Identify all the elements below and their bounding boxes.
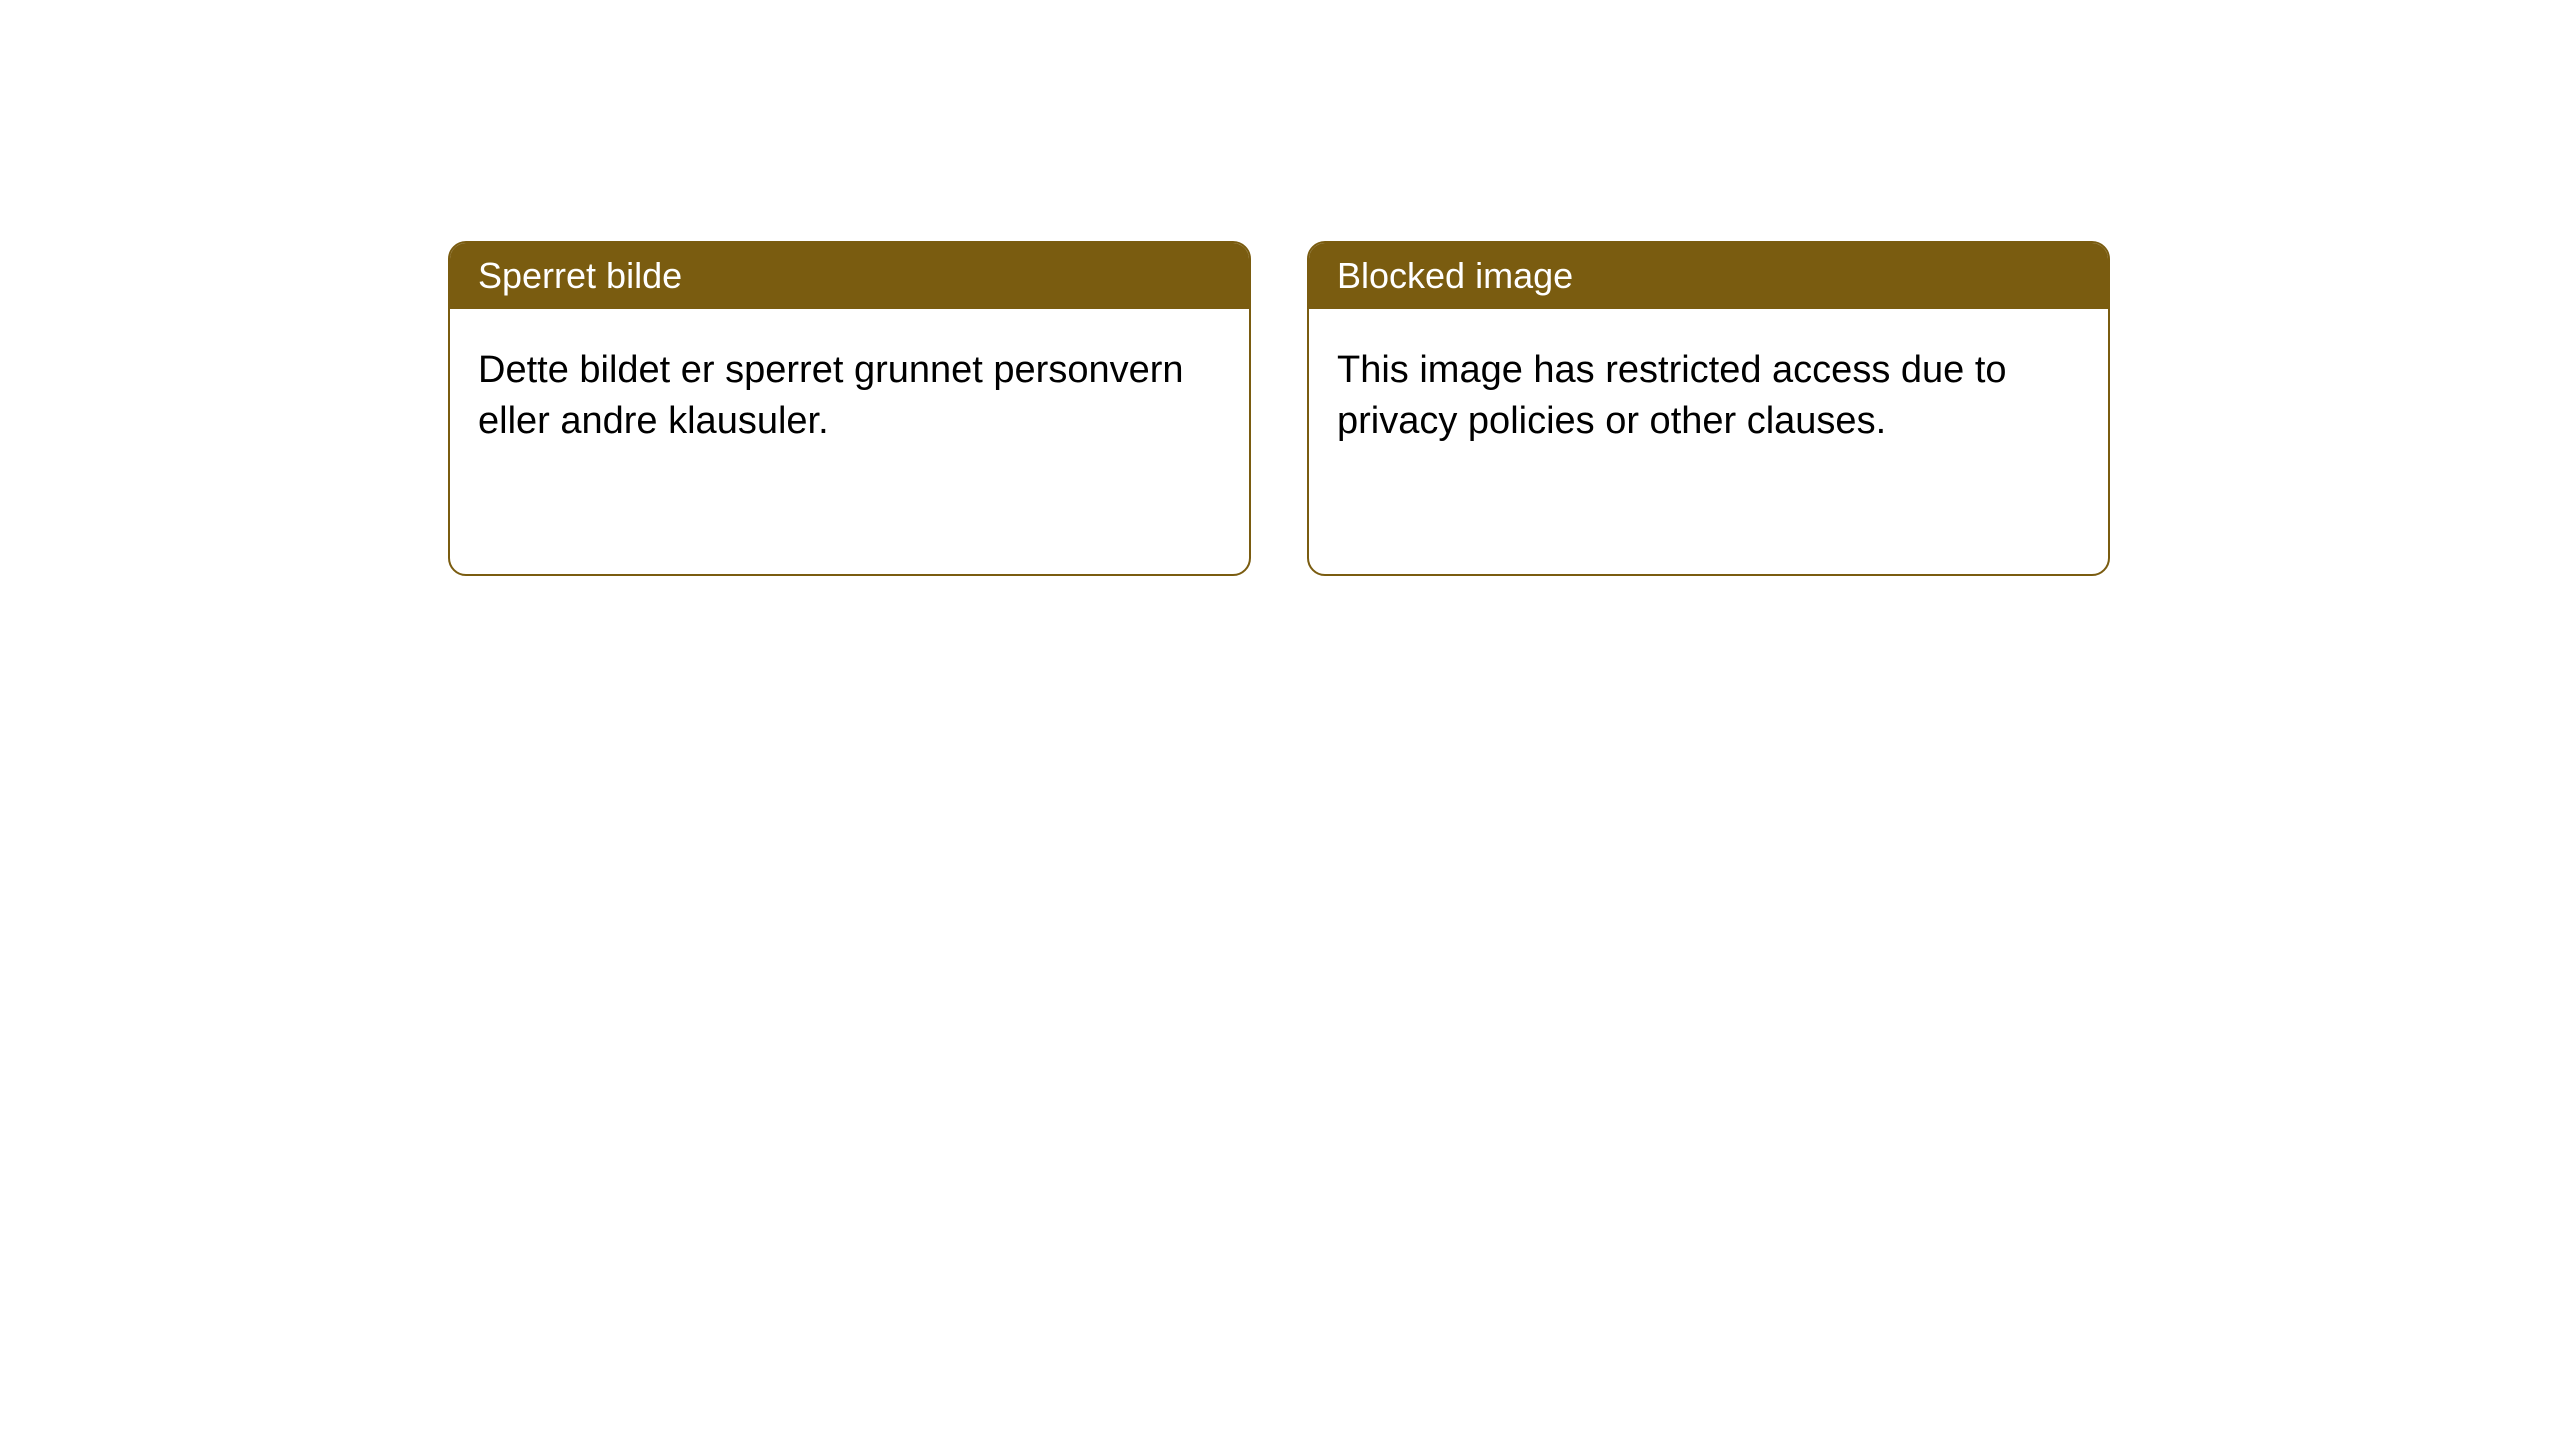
notice-container: Sperret bilde Dette bildet er sperret gr… (0, 0, 2560, 576)
notice-body: Dette bildet er sperret grunnet personve… (450, 309, 1249, 484)
notice-header: Sperret bilde (450, 243, 1249, 309)
notice-body: This image has restricted access due to … (1309, 309, 2108, 484)
notice-card-english: Blocked image This image has restricted … (1307, 241, 2110, 576)
notice-header: Blocked image (1309, 243, 2108, 309)
notice-card-norwegian: Sperret bilde Dette bildet er sperret gr… (448, 241, 1251, 576)
